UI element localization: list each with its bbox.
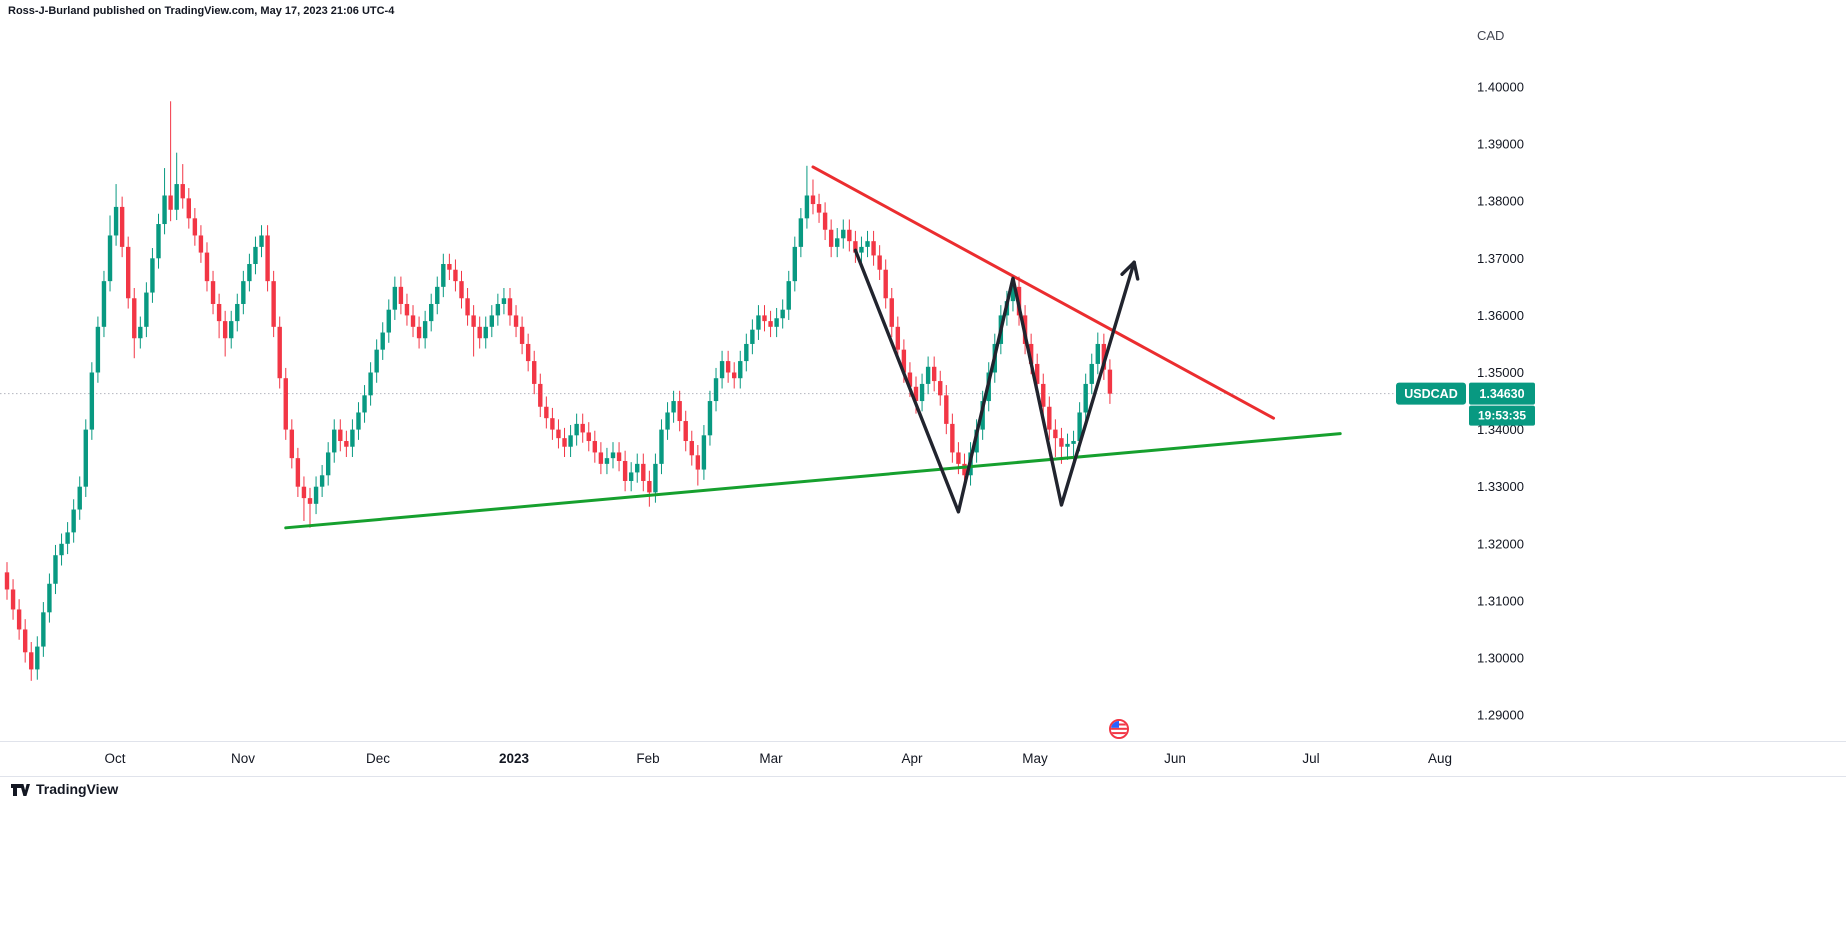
tradingview-attribution-footer[interactable]: TradingView — [10, 781, 118, 797]
time-tick-label: Mar — [759, 751, 783, 766]
time-tick-label: 2023 — [499, 751, 530, 766]
time-tick-label: Dec — [366, 751, 390, 766]
time-tick-label: Jun — [1164, 751, 1186, 766]
descending-trendline[interactable] — [811, 165, 1276, 420]
bar-countdown-badge — [1469, 405, 1535, 426]
price-tick-label: 1.32000 — [1477, 536, 1524, 551]
symbol-badge — [1396, 382, 1466, 405]
price-tick-label: 1.34000 — [1477, 422, 1524, 437]
tradingview-brand-label: TradingView — [36, 781, 119, 797]
price-tick-label: 1.36000 — [1477, 308, 1524, 323]
last-price-badge — [1469, 382, 1535, 405]
price-tick-label: 1.31000 — [1477, 593, 1524, 608]
tradingview-logo-icon — [11, 783, 30, 796]
price-tick-label: 1.40000 — [1477, 80, 1524, 95]
time-tick-label: May — [1022, 751, 1048, 766]
price-axis[interactable]: 1.40000 1.39000 1.38000 1.37000 1.36000 1.350… — [1477, 80, 1524, 723]
time-tick-label: Apr — [901, 751, 923, 766]
time-axis[interactable]: Oct Nov Dec 2023 Feb Mar Apr May Jun Jul Aug — [104, 751, 1452, 766]
price-tick-label: 1.33000 — [1477, 479, 1524, 494]
zigzag-projection-arrow[interactable] — [853, 248, 1140, 514]
price-tick-label: 1.35000 — [1477, 365, 1524, 380]
time-tick-label: Jul — [1302, 751, 1319, 766]
symbol-badge-label: USDCAD — [1404, 387, 1457, 401]
ascending-trendline[interactable] — [284, 432, 1342, 530]
attribution-text: Ross-J-Burland published on TradingView.… — [8, 5, 395, 17]
time-tick-label: Oct — [104, 751, 125, 766]
time-tick-label: Feb — [636, 751, 659, 766]
bar-countdown-value: 19:53:35 — [1478, 409, 1526, 423]
candlestick-series[interactable] — [4, 101, 1113, 681]
price-tick-label: 1.37000 — [1477, 251, 1524, 266]
flag-stripes — [1111, 721, 1127, 737]
price-tick-label: 1.39000 — [1477, 137, 1524, 152]
last-price-axis-label: USDCAD 1.34630 19:53:35 — [1396, 382, 1535, 426]
last-price-value: 1.34630 — [1479, 387, 1524, 401]
price-scale-currency-label: CAD — [1477, 28, 1504, 43]
time-tick-label: Nov — [231, 751, 255, 766]
price-tick-label: 1.29000 — [1477, 708, 1524, 723]
us-flag-event-icon[interactable] — [1109, 719, 1129, 739]
price-tick-label: 1.30000 — [1477, 651, 1524, 666]
time-tick-label: Aug — [1428, 751, 1452, 766]
price-tick-label: 1.38000 — [1477, 194, 1524, 209]
